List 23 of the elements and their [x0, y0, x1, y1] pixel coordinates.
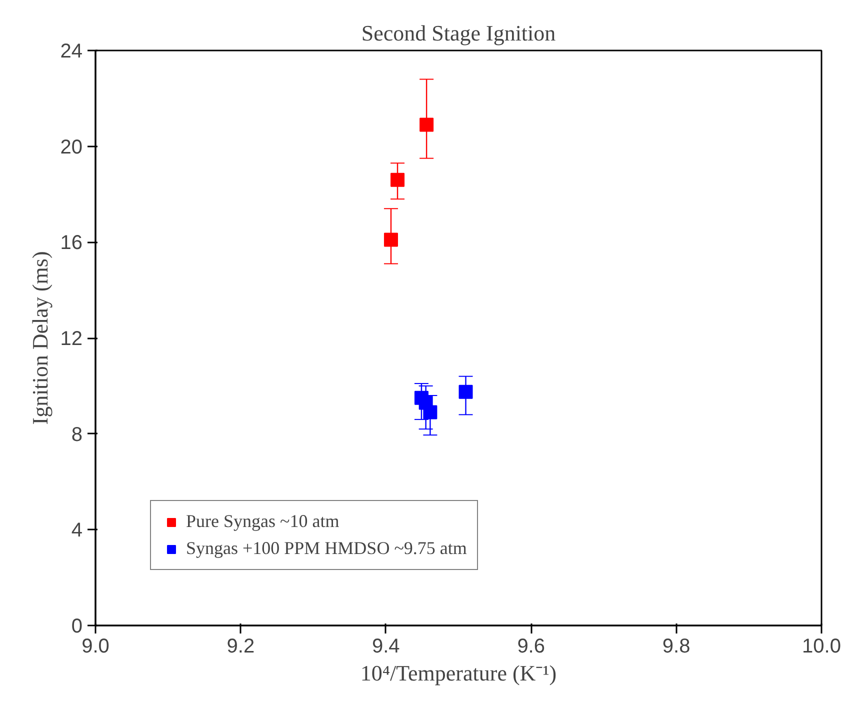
x-tick-label: 9.2: [226, 636, 255, 658]
x-tick-label: 9.0: [82, 636, 110, 658]
point: [384, 232, 398, 247]
x-tick-label: 9.6: [517, 636, 546, 658]
x-tick-label: 9.4: [372, 636, 400, 658]
y-axis-title: Ignition Delay (ms): [27, 251, 52, 425]
legend-label: Syngas +100 PPM HMDSO ~9.75 atm: [186, 538, 467, 559]
point: [423, 405, 438, 420]
y-tick-label: 20: [60, 136, 83, 158]
y-tick-label: 16: [60, 232, 83, 254]
chart-title: Second Stage Ignition: [361, 20, 556, 46]
x-axis-title: 10⁴/Temperature (K⁻¹): [360, 660, 557, 686]
y-tick-label: 0: [71, 616, 82, 638]
x-tick-label: 10.0: [802, 636, 841, 658]
legend-label: Pure Syngas ~10 atm: [186, 511, 340, 532]
y-tick-label: 4: [71, 520, 82, 542]
point: [420, 118, 434, 132]
y-tick-label: 8: [71, 424, 82, 446]
point: [458, 384, 473, 399]
x-tick-label: 9.8: [662, 636, 690, 658]
point: [390, 172, 405, 187]
y-tick-label: 12: [60, 328, 83, 350]
y-tick-label: 24: [60, 40, 83, 62]
